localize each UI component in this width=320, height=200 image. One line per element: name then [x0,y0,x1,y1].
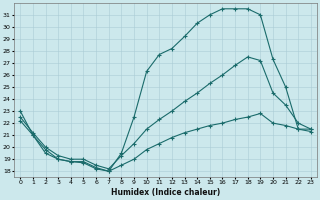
X-axis label: Humidex (Indice chaleur): Humidex (Indice chaleur) [111,188,220,197]
